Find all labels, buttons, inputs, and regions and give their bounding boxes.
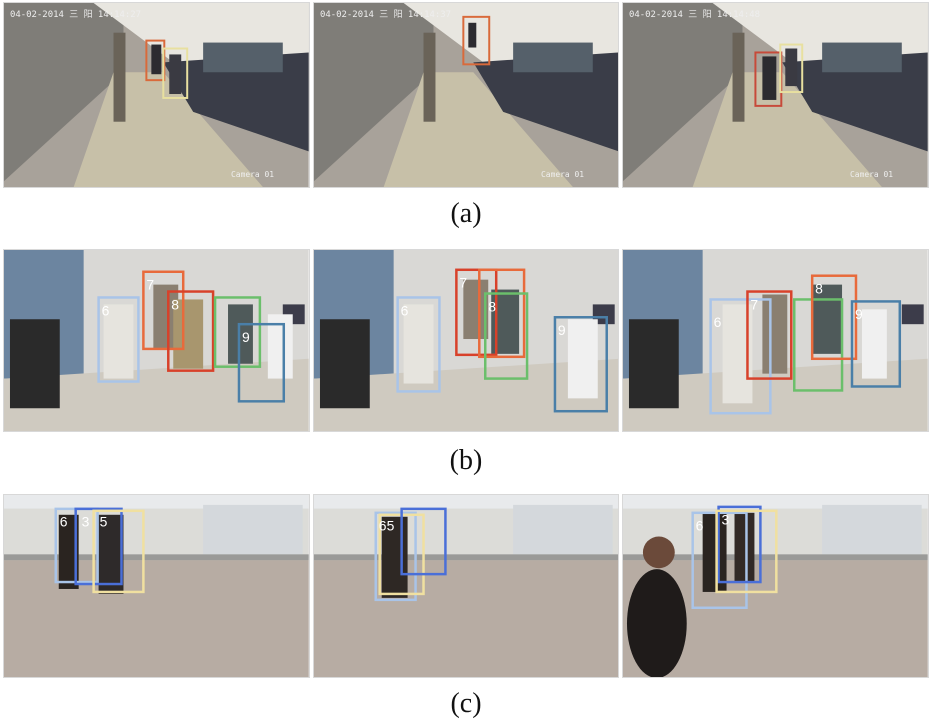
track-id-label: 6 bbox=[714, 314, 722, 330]
track-id-label: 9 bbox=[558, 322, 566, 338]
photo-lab-2: 6 7 8 9 bbox=[312, 249, 620, 432]
caption-c: (c) bbox=[450, 688, 482, 719]
photo-corridor-3: 04-02-2014 三 阳 14:14:48 Camera 01 bbox=[622, 2, 930, 188]
track-id-label: 3 bbox=[82, 514, 90, 530]
timestamp-overlay: 04-02-2014 三 阳 14:14:48 bbox=[629, 9, 760, 20]
figure-row-c: 6 3 5 6 5 bbox=[3, 494, 930, 678]
track-id-label: 6 bbox=[102, 302, 110, 318]
photo-lab-3: 6 7 8 9 bbox=[622, 249, 930, 432]
figure-row-b: 6 7 8 9 6 7 8 9 bbox=[3, 249, 930, 432]
track-id-label: 5 bbox=[100, 514, 108, 530]
track-id-label: 7 bbox=[751, 296, 759, 312]
track-id-label: 3 bbox=[722, 512, 730, 528]
track-id-label: 6 bbox=[60, 514, 68, 530]
photo-corridor-1: 04-02-2014 三 阳 14:14:27 Camera 01 bbox=[3, 2, 310, 188]
track-id-label: 8 bbox=[171, 296, 179, 312]
photo-corridor-2: 04-02-2014 三 阳 14:14:37 Camera 01 bbox=[312, 2, 620, 188]
track-id-label: 6 bbox=[378, 518, 386, 534]
track-id-label: 9 bbox=[855, 306, 863, 322]
track-id-label: 6 bbox=[400, 302, 408, 318]
track-id-label: 9 bbox=[242, 329, 250, 345]
caption-a: (a) bbox=[450, 198, 482, 229]
figure-row-a: 04-02-2014 三 阳 14:14:27 Camera 01 04-02-… bbox=[3, 2, 930, 188]
timestamp-overlay: 04-02-2014 三 阳 14:14:27 bbox=[10, 9, 141, 20]
track-id-label: 5 bbox=[386, 518, 394, 534]
camera-label: Camera 01 bbox=[850, 170, 893, 179]
timestamp-overlay: 04-02-2014 三 阳 14:14:37 bbox=[320, 9, 451, 20]
photo-rooftop-2: 6 5 bbox=[312, 494, 620, 678]
camera-label: Camera 01 bbox=[541, 170, 584, 179]
caption-b: (b) bbox=[449, 445, 483, 476]
track-id-label: 7 bbox=[459, 275, 467, 291]
photo-rooftop-3: 6 3 bbox=[622, 494, 930, 678]
photo-lab-1: 6 7 8 9 bbox=[3, 249, 310, 432]
photo-rooftop-1: 6 3 5 bbox=[3, 494, 310, 678]
camera-label: Camera 01 bbox=[231, 170, 274, 179]
track-id-label: 6 bbox=[696, 518, 704, 534]
track-id-label: 7 bbox=[146, 277, 154, 293]
track-id-label: 8 bbox=[816, 281, 824, 297]
track-id-label: 8 bbox=[488, 298, 496, 314]
